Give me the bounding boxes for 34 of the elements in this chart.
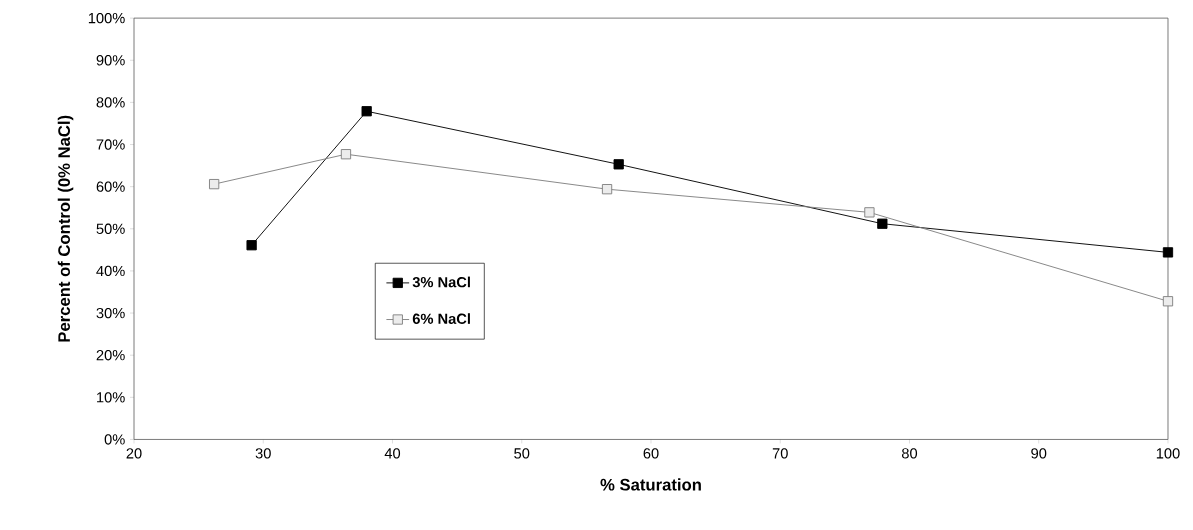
point (1162, 296, 1174, 307)
x-tick-label: 70 (772, 448, 788, 459)
x-tick-label: 30 (255, 448, 271, 459)
y-tick-label: 80% (96, 97, 125, 108)
y-tick-label: 90% (96, 55, 125, 66)
legend-label: 3% NaCl (412, 276, 470, 288)
point (601, 184, 613, 195)
point (864, 207, 875, 218)
point (209, 178, 220, 190)
y-tick-label: 40% (96, 265, 125, 277)
x-tick-label: 100 (1156, 448, 1180, 459)
point (877, 218, 888, 229)
x-tick-label: 80 (901, 448, 918, 459)
x-tick-label: 40 (384, 448, 401, 459)
y-tick-label: 100% (88, 12, 125, 24)
point (340, 149, 352, 160)
y-tick-label: 0% (104, 434, 125, 445)
point (613, 159, 624, 170)
x-tick-label: 50 (514, 448, 530, 459)
point (246, 240, 257, 251)
y-tick-label: 70% (96, 139, 125, 150)
y-axis-title: Percent of Control (0% NaCl) (57, 115, 74, 342)
y-tick-label: 50% (96, 223, 125, 234)
point (361, 106, 372, 117)
y-tick-label: 60% (96, 181, 125, 192)
y-tick-label: 10% (97, 392, 125, 403)
x-tick-label: 20 (126, 448, 142, 459)
legend-label: 6% NaCl (412, 313, 470, 324)
point (1162, 247, 1174, 258)
x-tick-label: 90 (1031, 448, 1047, 459)
y-tick-label: 30% (96, 307, 125, 319)
x-axis-title: % Saturation (600, 478, 701, 491)
x-tick-label: 60 (643, 448, 659, 459)
y-tick-label: 20% (96, 350, 125, 361)
